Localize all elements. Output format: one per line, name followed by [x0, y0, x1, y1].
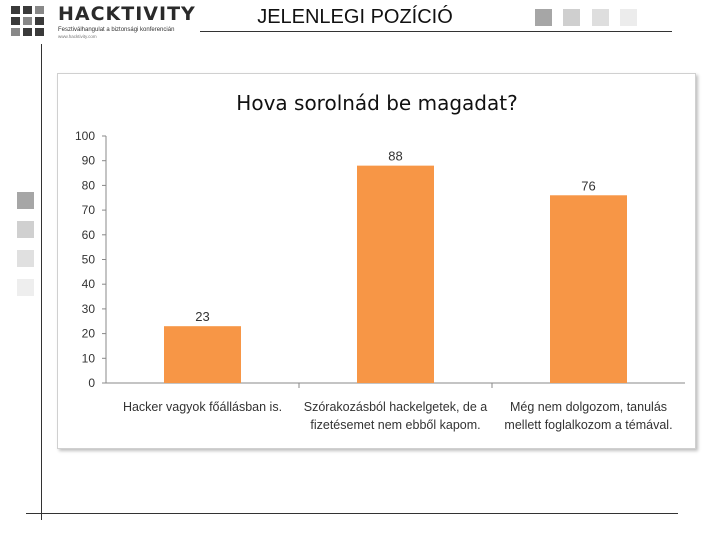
y-tick-label: 50: [82, 253, 96, 267]
y-tick-label: 30: [82, 302, 96, 316]
data-label: 23: [195, 309, 209, 324]
header-square-2: [563, 9, 580, 26]
category-label-line: Hacker vagyok főállásban is.: [123, 400, 282, 414]
vertical-rule: [41, 44, 42, 520]
category-label-line: mellett foglalkozom a témával.: [504, 418, 672, 432]
category-label-line: Még nem dolgozom, tanulás: [510, 400, 667, 414]
logo-grid-icon: [11, 6, 45, 36]
category-label-line: fizetésemet nem ebből kapom.: [310, 418, 480, 432]
category-label: Szórakozásból hackelgetek, de a fizetésem…: [304, 400, 487, 432]
logo-subline: www.hacktivity.com: [58, 34, 97, 39]
bar: [357, 165, 434, 383]
y-tick-label: 0: [88, 376, 95, 390]
logo-tagline: Fesztiválhangulat a biztonsági konferenc…: [58, 27, 175, 33]
y-tick-label: 70: [82, 203, 96, 217]
y-tick-label: 40: [82, 277, 96, 291]
y-tick-label: 60: [82, 228, 96, 242]
category-label: Hacker vagyok főállásban is.: [123, 400, 282, 414]
bar: [550, 195, 627, 383]
chart-frame: Hova sorolnád be magadat? 0 10 20 30 40 50 60 70…: [57, 73, 696, 449]
slide-title: JELENLEGI POZÍCIÓ: [257, 6, 453, 28]
title-rule: [200, 31, 672, 32]
bar-chart: Hova sorolnád be magadat? 0 10 20 30 40 50 60 70…: [75, 91, 685, 432]
side-square-2: [17, 221, 34, 238]
side-square-4: [17, 279, 34, 296]
category-label-line: Szórakozásból hackelgetek, de a: [304, 400, 487, 414]
header-square-4: [620, 9, 637, 26]
bar: [164, 326, 241, 383]
data-label: 88: [388, 149, 402, 164]
chart-title: Hova sorolnád be magadat?: [236, 91, 517, 115]
side-square-1: [17, 192, 34, 209]
bottom-rule: [26, 513, 678, 514]
header-square-1: [535, 9, 552, 26]
side-square-3: [17, 250, 34, 267]
y-tick-label: 20: [82, 327, 96, 341]
y-tick-label: 90: [82, 154, 96, 168]
header-square-3: [592, 9, 609, 26]
y-tick-label: 100: [75, 129, 95, 143]
category-label: Még nem dolgozom, tanulás mellett foglalk…: [504, 400, 672, 432]
y-tick-label: 10: [82, 351, 96, 365]
logo-wordmark: HACKTIVITY: [58, 3, 196, 25]
y-tick-label: 80: [82, 178, 96, 192]
data-label: 76: [581, 178, 595, 193]
